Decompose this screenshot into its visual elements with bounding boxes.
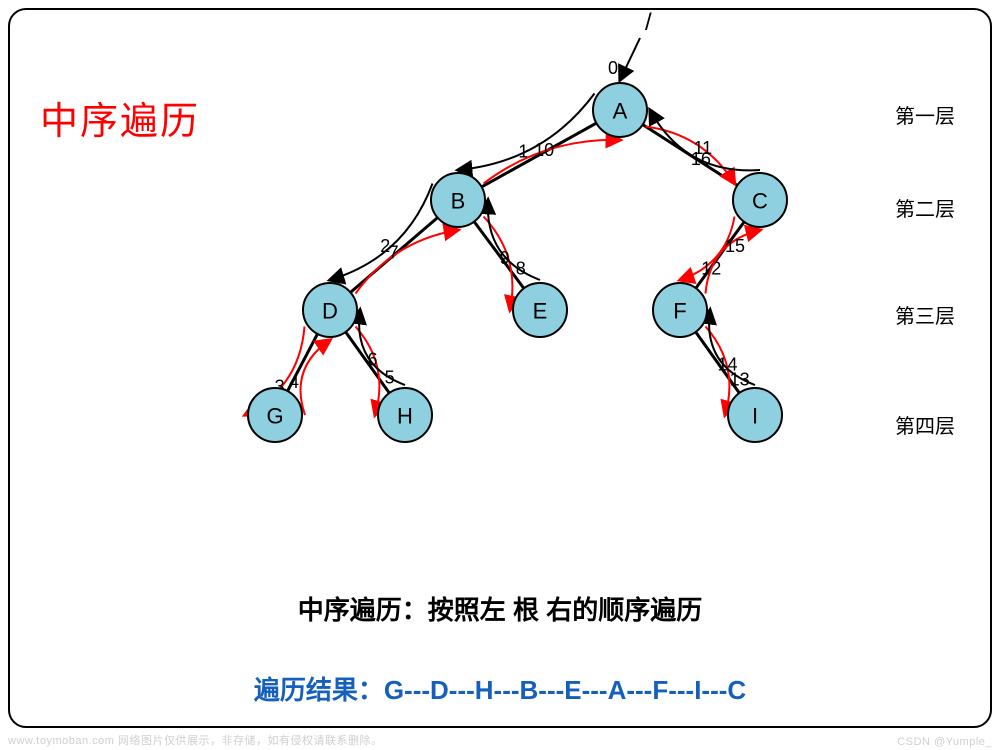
watermark-right: CSDN @Yumple_ (897, 736, 992, 748)
watermark-left: www.toymoban.com 网络图片仅供展示，非存储，如有侵权请联系删除。 (8, 732, 382, 748)
level-label: 第三层 (895, 300, 955, 329)
diagram-title: 中序遍历 (40, 90, 200, 145)
level-label: 第四层 (895, 410, 955, 439)
level-label: 第二层 (895, 193, 955, 222)
level-label: 第一层 (895, 100, 955, 129)
caption-text: 中序遍历：按照左 根 右的顺序遍历 (0, 590, 1000, 627)
result-text: 遍历结果：G---D---H---B---E---A---F---I---C (0, 670, 1000, 707)
